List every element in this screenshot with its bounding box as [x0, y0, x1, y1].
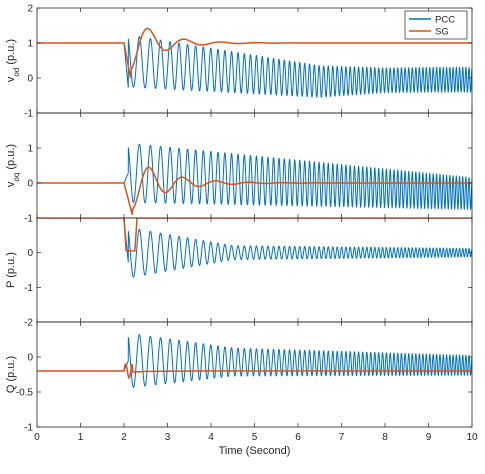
series-pcc-line [37, 143, 472, 211]
ytick-label: -0.5 [16, 388, 34, 399]
series-pcc-line [37, 218, 472, 278]
ylabel-P: P (p.u.) [5, 252, 17, 288]
ylabel-voq: voq (p.u.) [5, 144, 21, 187]
ytick-label: 0 [27, 179, 33, 190]
xtick-label: 1 [78, 432, 84, 443]
panel-P: -2 -1 0 P (p.u.) [5, 217, 473, 329]
legend-label-sg: SG [435, 27, 449, 38]
series-pcc-line [37, 36, 472, 98]
ytick-label: 0 [27, 353, 33, 364]
series-sg-line [37, 363, 472, 380]
xtick-label: 0 [34, 432, 40, 443]
xtick-label: 9 [426, 432, 432, 443]
panel-Q: -1 -0.5 0 Q (p.u.) [5, 321, 473, 434]
xtick-label: 6 [295, 432, 301, 443]
panel-vod: -1 0 1 2 vod (p.u.) [5, 4, 473, 120]
xtick-label: 4 [208, 432, 214, 443]
xtick-label: 3 [165, 432, 171, 443]
xlabel: Time (Second) [219, 445, 291, 457]
ytick-label: 2 [27, 4, 33, 15]
ytick-label: -1 [24, 283, 33, 294]
ytick-label: 1 [27, 39, 33, 50]
series-sg-line [37, 166, 472, 216]
ylabel-vod: vod (p.u.) [5, 39, 21, 82]
xtick-label: 2 [121, 432, 127, 443]
ytick-label: -1 [24, 109, 33, 120]
series-sg-line [37, 218, 472, 252]
ytick-label: 0 [27, 74, 33, 85]
series-sg-line [37, 27, 472, 79]
ytick-label: 1 [27, 144, 33, 155]
ytick-label: -1 [24, 423, 33, 434]
xtick-label: 10 [466, 432, 478, 443]
xtick-label: 7 [339, 432, 345, 443]
legend-label-pcc: PCC [435, 15, 455, 26]
series-pcc-line [37, 334, 472, 388]
legend-box [404, 10, 468, 40]
xtick-label: 8 [382, 432, 388, 443]
axes-frame [36, 217, 473, 323]
panel-voq: -1 0 1 voq (p.u.) [5, 112, 473, 225]
ytick-label: -1 [24, 214, 33, 225]
ytick-label: -2 [24, 318, 33, 329]
ylabel-Q: Q (p.u.) [5, 356, 17, 393]
xtick-label: 5 [252, 432, 258, 443]
ytick-label: 0 [27, 248, 33, 259]
